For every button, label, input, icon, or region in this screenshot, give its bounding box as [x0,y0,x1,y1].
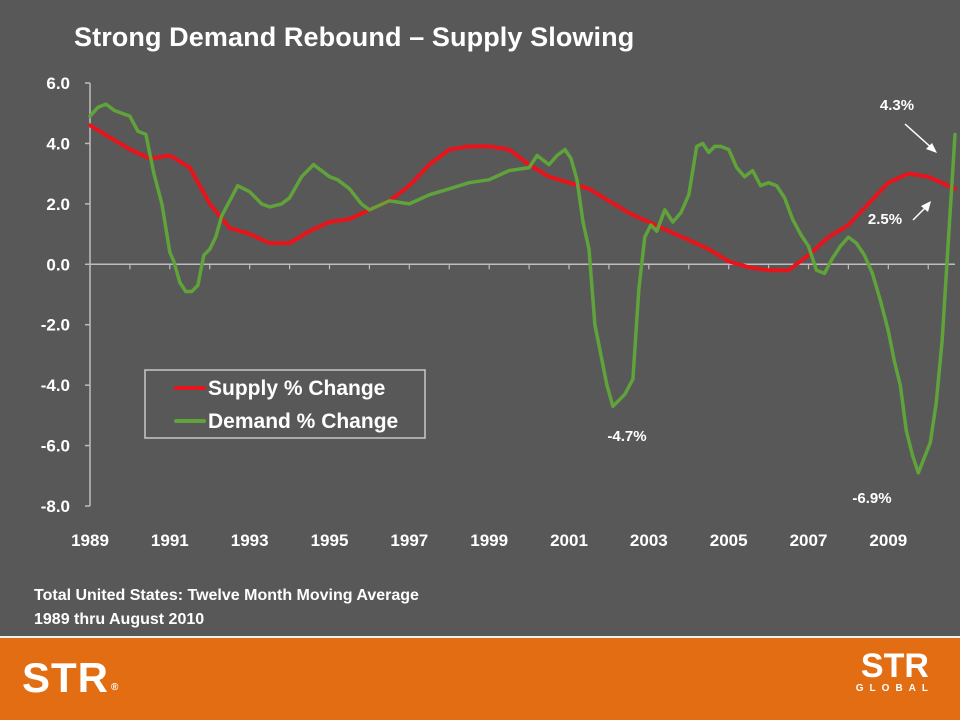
x-tick-label: 2001 [550,531,588,550]
x-tick-label: 2009 [869,531,907,550]
axes [85,82,955,507]
y-tick-label: -2.0 [41,316,70,335]
y-tick-label: -4.0 [41,376,70,395]
annotation-arrow-head [921,201,931,212]
str-global-logo-text: STR [860,647,929,685]
y-tick-label: 0.0 [46,255,70,274]
x-tick-label: 1989 [71,531,109,550]
str-logo-text: STR [22,654,109,701]
data-annotation: -4.7% [607,428,646,445]
x-tick-labels: 1989 1991 1993 1995 1997 1999 2001 2003 2005 2007… [71,531,907,550]
line-chart: 6.0 4.0 2.0 0.0 -2.0 -4.0 -6.0 -8.0 1989 1991 199… [41,74,957,550]
x-tick-label: 2003 [630,531,668,550]
registered-mark: ® [111,682,120,693]
footer-bar: STR ® STR GLOBAL [0,636,960,720]
legend-box [144,369,426,439]
data-annotation: -6.9% [852,490,891,507]
y-tick-label: -8.0 [41,497,70,516]
demand-series-line [88,102,957,475]
x-tick-label: 1995 [311,531,349,550]
x-tick-label: 1999 [470,531,508,550]
legend-label-demand: Demand % Change [208,410,398,433]
supply-series-line [88,123,957,273]
data-annotation: 2.5% [868,211,902,228]
chart-title: Strong Demand Rebound – Supply Slowing [74,22,635,52]
str-global-logo: STR GLOBAL [855,647,934,696]
str-logo: STR ® [22,654,120,702]
x-tick-label: 2005 [710,531,748,550]
data-annotation: 4.3% [880,97,914,114]
x-tick-label: 1993 [231,531,269,550]
legend-label-supply: Supply % Change [208,377,385,400]
y-tick-labels: 6.0 4.0 2.0 0.0 -2.0 -4.0 -6.0 -8.0 [41,74,70,516]
chart-note: Total United States: Twelve Month Moving… [34,584,419,632]
annotations: 4.3% 2.5% -4.7% -6.9% [607,97,937,507]
y-tick-label: -6.0 [41,437,70,456]
series-lines [88,102,957,475]
annotation-arrow-head [926,143,937,153]
note-line-2: 1989 thru August 2010 [34,611,205,628]
legend: Supply % Change Demand % Change [144,369,426,439]
str-global-logo-sub: GLOBAL [855,683,934,694]
annotation-arrow-line [904,123,935,151]
x-tick-label: 1991 [151,531,189,550]
x-tick-label: 1997 [390,531,428,550]
y-tick-label: 4.0 [46,134,70,153]
x-tick-label: 2007 [790,531,828,550]
note-line-1: Total United States: Twelve Month Moving… [34,587,419,604]
y-tick-label: 6.0 [46,74,70,93]
y-tick-label: 2.0 [46,195,70,214]
